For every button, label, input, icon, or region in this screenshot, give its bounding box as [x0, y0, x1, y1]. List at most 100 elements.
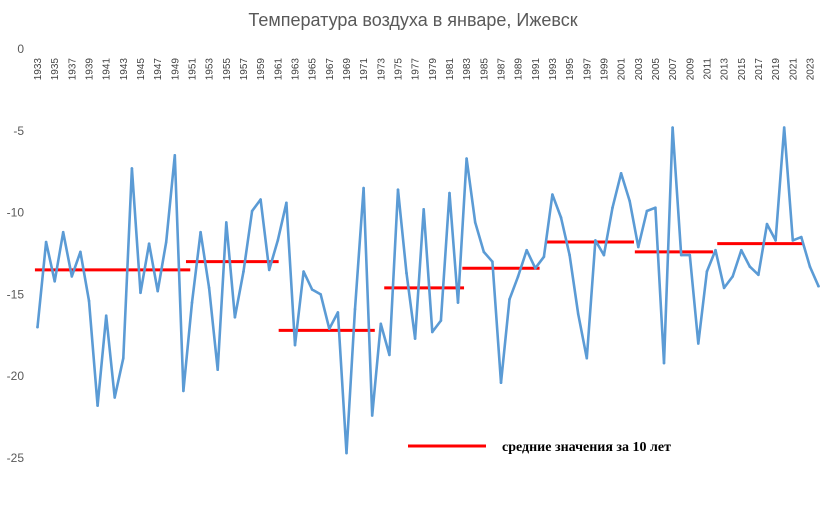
x-tick-label: 1979: [428, 58, 439, 81]
data-point: [130, 167, 134, 170]
data-point: [594, 239, 597, 242]
x-tick-label: 1987: [496, 58, 507, 81]
data-point: [619, 172, 623, 175]
data-point: [542, 255, 546, 259]
chart-title: Температура воздуха в январе, Ижевск: [248, 10, 577, 30]
data-point: [465, 157, 468, 160]
data-point: [36, 325, 39, 329]
data-point: [491, 260, 494, 264]
x-tick-label: 1997: [582, 58, 593, 81]
x-tick-label: 1993: [548, 58, 559, 81]
x-tick-label: 2005: [651, 58, 662, 81]
data-point: [310, 288, 314, 291]
data-point: [765, 222, 769, 226]
x-tick-label: 2021: [788, 58, 799, 81]
data-point: [173, 154, 177, 157]
data-point: [791, 239, 795, 242]
data-point: [199, 230, 202, 234]
data-point: [276, 239, 280, 242]
data-point: [602, 253, 606, 257]
x-tick-label: 1953: [205, 58, 216, 81]
data-point: [508, 298, 511, 301]
x-tick-label: 1935: [50, 58, 61, 81]
x-tick-label: 1975: [393, 58, 404, 81]
data-point: [405, 271, 408, 275]
data-point: [705, 270, 709, 273]
data-point: [147, 242, 151, 245]
data-point: [422, 208, 426, 211]
x-tick-label: 1941: [102, 58, 113, 81]
data-point: [379, 322, 383, 326]
x-tick-label: 1985: [479, 58, 490, 81]
x-tick-label: 1981: [445, 58, 456, 81]
x-tick-label: 1937: [67, 58, 78, 81]
y-tick-label: 0: [17, 42, 24, 56]
x-tick-label: 1945: [136, 58, 147, 81]
x-tick-label: 1969: [342, 58, 353, 81]
data-point: [456, 301, 460, 304]
data-point: [70, 275, 74, 278]
x-tick-label: 1991: [531, 58, 542, 81]
x-tick-label: 2009: [685, 58, 696, 81]
y-tick-label: -20: [7, 369, 25, 383]
x-tick-label: 2019: [771, 58, 782, 81]
data-point: [714, 248, 717, 252]
y-tick-label: -25: [7, 451, 25, 465]
data-point: [293, 343, 297, 347]
x-tick-label: 1963: [290, 58, 301, 81]
x-tick-label: 1955: [222, 58, 233, 81]
data-point: [156, 289, 159, 293]
data-point: [96, 404, 99, 407]
data-point: [662, 361, 666, 365]
data-point: [233, 316, 237, 319]
x-tick-label: 1961: [273, 58, 284, 81]
data-point: [782, 126, 786, 129]
legend-label: средние значения за 10 лет: [502, 440, 671, 455]
data-point: [345, 451, 348, 455]
data-point: [242, 270, 245, 273]
x-tick-label: 2003: [634, 58, 645, 81]
x-tick-label: 2015: [737, 58, 748, 81]
data-point: [216, 368, 219, 372]
data-point: [817, 284, 820, 288]
data-point: [396, 188, 400, 191]
y-tick-label: -5: [13, 124, 24, 138]
x-tick-label: 1971: [359, 58, 370, 81]
data-point: [302, 270, 305, 273]
data-point: [628, 199, 631, 203]
data-point: [225, 221, 228, 224]
x-tick-label: 1943: [119, 58, 130, 81]
y-axis: 0 -5 -10 -15 -20 -25: [7, 42, 25, 465]
x-tick-label: 2011: [702, 58, 713, 80]
x-tick-label: 2001: [617, 58, 628, 81]
data-point: [740, 248, 743, 252]
data-point: [370, 414, 374, 417]
data-point: [439, 319, 443, 322]
legend: средние значения за 10 лет: [408, 440, 671, 455]
data-point: [774, 239, 777, 242]
data-point: [499, 381, 503, 385]
data-point: [61, 230, 65, 234]
temperature-series: [36, 126, 820, 455]
data-point: [748, 265, 752, 268]
data-point: [525, 248, 528, 252]
x-tick-label: 1973: [376, 58, 387, 81]
x-tick-label: 1989: [514, 58, 525, 81]
x-tick-label: 2017: [754, 58, 765, 81]
x-tick-label: 2013: [720, 58, 731, 81]
data-point: [671, 126, 674, 129]
x-tick-label: 1947: [153, 58, 164, 81]
data-point: [79, 250, 82, 254]
data-point: [757, 273, 760, 277]
data-point: [551, 193, 554, 196]
data-point: [122, 356, 125, 360]
data-point: [559, 216, 563, 219]
x-tick-label: 1957: [239, 58, 250, 81]
data-point: [516, 275, 520, 278]
data-point: [53, 280, 56, 283]
data-point: [413, 337, 417, 340]
data-point: [654, 206, 657, 209]
data-point: [207, 286, 211, 290]
y-tick-label: -15: [7, 287, 25, 301]
